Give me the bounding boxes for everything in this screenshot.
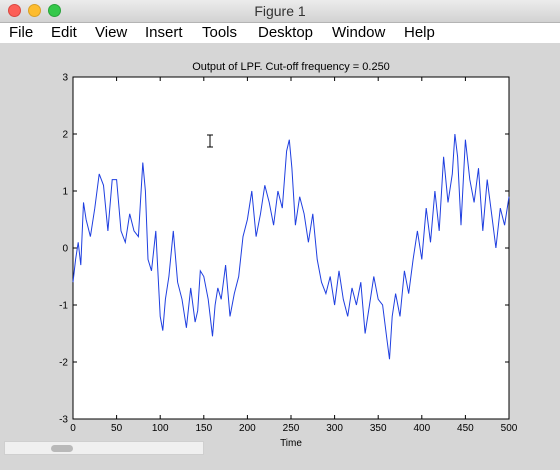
title-bar: Figure 1 <box>0 0 560 23</box>
zoom-window-button[interactable] <box>48 4 61 17</box>
menu-help[interactable]: Help <box>404 24 435 41</box>
menu-tools[interactable]: Tools <box>202 24 238 41</box>
y-tick-label: 0 <box>62 244 68 255</box>
x-tick-label: 450 <box>457 423 474 434</box>
window-title: Figure 1 <box>254 3 306 19</box>
x-tick-label: 400 <box>413 423 430 434</box>
menu-view[interactable]: View <box>95 24 128 41</box>
x-tick-label: 200 <box>239 423 256 434</box>
x-tick-label: 250 <box>283 423 300 434</box>
tick-labels: 0 50 100 150 200 250 300 350 400 450 500 -3 -2 -1 0 1 2 3 <box>59 73 518 435</box>
menu-file[interactable]: File <box>9 24 34 41</box>
axes-background <box>72 76 510 420</box>
menu-insert[interactable]: Insert <box>145 24 183 41</box>
menu-bar: File Edit View Insert Tools Desktop Wind… <box>0 23 560 43</box>
x-tick-label: 0 <box>70 423 76 434</box>
y-tick-label: 1 <box>62 187 68 198</box>
x-tick-label: 150 <box>195 423 212 434</box>
x-axis-label: Time <box>280 438 302 449</box>
figure-area: 0 50 100 150 200 250 300 350 400 450 500 -3 -2 -1 0 1 2 3… <box>0 43 560 465</box>
menu-desktop[interactable]: Desktop <box>258 24 314 41</box>
tick-marks <box>72 76 510 420</box>
horizontal-scrollbar[interactable] <box>4 441 204 455</box>
x-tick-label: 300 <box>326 423 343 434</box>
series-line <box>72 133 510 360</box>
text-cursor-icon <box>207 134 213 148</box>
x-tick-label: 50 <box>111 423 123 434</box>
line-chart[interactable]: 0 50 100 150 200 250 300 350 400 450 500 -3 -2 -1 0 1 2 3… <box>0 43 560 465</box>
y-tick-label: -2 <box>59 358 68 369</box>
x-tick-label: 100 <box>152 423 169 434</box>
x-tick-label: 350 <box>370 423 387 434</box>
y-tick-label: 2 <box>62 130 68 141</box>
chart-title: Output of LPF. Cut-off frequency = 0.250 <box>192 61 390 73</box>
scrollbar-thumb[interactable] <box>51 445 73 452</box>
minimize-window-button[interactable] <box>28 4 41 17</box>
y-tick-label: -1 <box>59 301 68 312</box>
menu-window[interactable]: Window <box>332 24 386 41</box>
menu-edit[interactable]: Edit <box>51 24 77 41</box>
close-window-button[interactable] <box>8 4 21 17</box>
y-tick-label: 3 <box>62 73 68 84</box>
x-tick-label: 500 <box>501 423 518 434</box>
y-tick-label: -3 <box>59 415 68 426</box>
